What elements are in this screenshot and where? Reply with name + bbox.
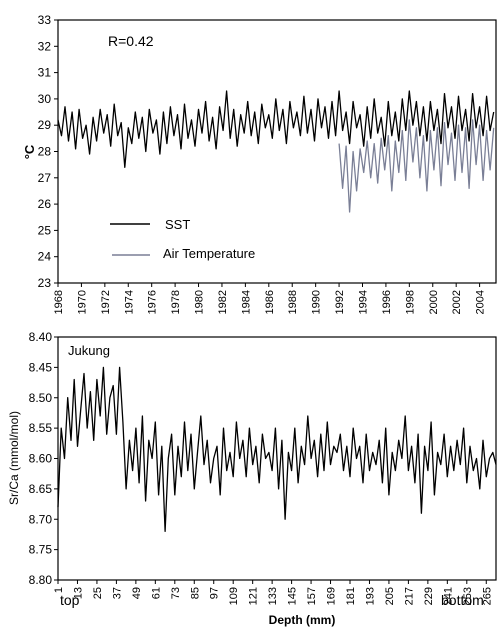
bottom-site-annotation: Jukung	[68, 343, 110, 358]
top-y-tick-label: 28	[38, 145, 52, 159]
top-x-tick-label: 1986	[264, 290, 276, 314]
bottom-x-tick-label: 97	[209, 587, 221, 599]
top-y-tick-label: 24	[38, 250, 52, 264]
bottom-y-tick-label: 8.50	[29, 391, 53, 405]
top-y-tick-label: 32	[38, 39, 52, 53]
top-y-tick-label: 31	[38, 66, 52, 80]
legend-label-air-temperature: Air Temperature	[163, 246, 255, 261]
top-x-tick-label: 2002	[451, 290, 463, 314]
top-y-tick-label: 33	[38, 13, 52, 27]
bottom-x-tick-label: 241	[442, 587, 454, 605]
top-plot-area	[57, 90, 495, 213]
legend-label-sst: SST	[165, 217, 190, 232]
bottom-x-tick-label: 157	[306, 587, 318, 605]
top-y-axis-label: °C	[22, 144, 37, 159]
top-x-tick-label: 1974	[123, 290, 135, 314]
srca-series-line	[57, 366, 497, 533]
top-x-tick-label: 1978	[170, 290, 182, 314]
air-temperature-series-line	[338, 119, 495, 213]
top-y-tick-label: 23	[38, 276, 52, 290]
bottom-y-tick-label: 8.70	[29, 512, 53, 526]
bottom-x-tick-label: 253	[462, 587, 474, 605]
bottom-y-tick-label: 8.75	[29, 543, 53, 557]
top-correlation-annotation: R=0.42	[108, 33, 154, 49]
top-x-tick-label: 1996	[381, 290, 393, 314]
top-y-tick-label: 29	[38, 118, 52, 132]
top-legend: SST Air Temperature	[110, 217, 255, 261]
top-y-tick-label: 27	[38, 171, 52, 185]
top-x-tick-label: 1988	[287, 290, 299, 314]
bottom-y-axis-label: Sr/Ca (mmol/mol)	[7, 411, 21, 505]
top-x-tick-label: 2000	[428, 290, 440, 314]
bottom-x-tick-label: 169	[326, 587, 338, 605]
bottom-y-tick-label: 8.45	[29, 360, 53, 374]
bottom-x-axis-label: Depth (mm)	[269, 613, 336, 627]
bottom-x-tick-label: 121	[248, 587, 260, 605]
top-y-tick-label: 30	[38, 92, 52, 106]
bottom-top-end-label: top	[60, 592, 80, 608]
top-x-tick-label: 1984	[240, 290, 252, 314]
top-x-tick-label: 1972	[100, 290, 112, 314]
bottom-x-tick-label: 181	[345, 587, 357, 605]
bottom-x-tick-label: 133	[267, 587, 279, 605]
bottom-x-tick-label: 73	[170, 587, 182, 599]
bottom-x-tick-label: 229	[423, 587, 435, 605]
top-x-tick-label: 1982	[217, 290, 229, 314]
bottom-x-tick-label: 13	[72, 587, 84, 599]
top-x-tick-label: 1968	[53, 290, 65, 314]
bottom-x-tick-label: 25	[92, 587, 104, 599]
bottom-x-tick-label: 109	[228, 587, 240, 605]
bottom-y-tick-label: 8.80	[29, 573, 53, 587]
bottom-x-tick-label: 37	[111, 587, 123, 599]
bottom-x-tick-label: 49	[131, 587, 143, 599]
bottom-y-tick-label: 8.55	[29, 421, 53, 435]
bottom-x-tick-label: 1	[53, 587, 65, 593]
top-x-tick-label: 2004	[475, 290, 487, 314]
top-y-tick-label: 26	[38, 197, 52, 211]
bottom-y-tick-label: 8.40	[29, 330, 53, 344]
bottom-bottom-end-label: bottom	[441, 592, 484, 608]
bottom-x-tick-label: 265	[481, 587, 493, 605]
bottom-x-tick-label: 205	[384, 587, 396, 605]
top-y-tick-label: 25	[38, 223, 52, 237]
bottom-x-tick-label: 193	[364, 587, 376, 605]
top-x-tick-label: 1998	[404, 290, 416, 314]
top-x-tick-label: 1990	[311, 290, 323, 314]
bottom-y-tick-label: 8.60	[29, 452, 53, 466]
sst-series-line	[57, 90, 495, 168]
top-x-tick-label: 1992	[334, 290, 346, 314]
bottom-y-tick-label: 8.65	[29, 482, 53, 496]
top-x-tick-label: 1976	[147, 290, 159, 314]
bottom-x-tick-label: 61	[150, 587, 162, 599]
bottom-x-tick-label: 217	[403, 587, 415, 605]
top-x-tick-label: 1980	[194, 290, 206, 314]
bottom-x-tick-label: 145	[287, 587, 299, 605]
top-x-tick-label: 1994	[357, 290, 369, 314]
bottom-x-tick-label: 85	[189, 587, 201, 599]
bottom-plot-area	[57, 366, 497, 533]
top-x-tick-label: 1970	[76, 290, 88, 314]
